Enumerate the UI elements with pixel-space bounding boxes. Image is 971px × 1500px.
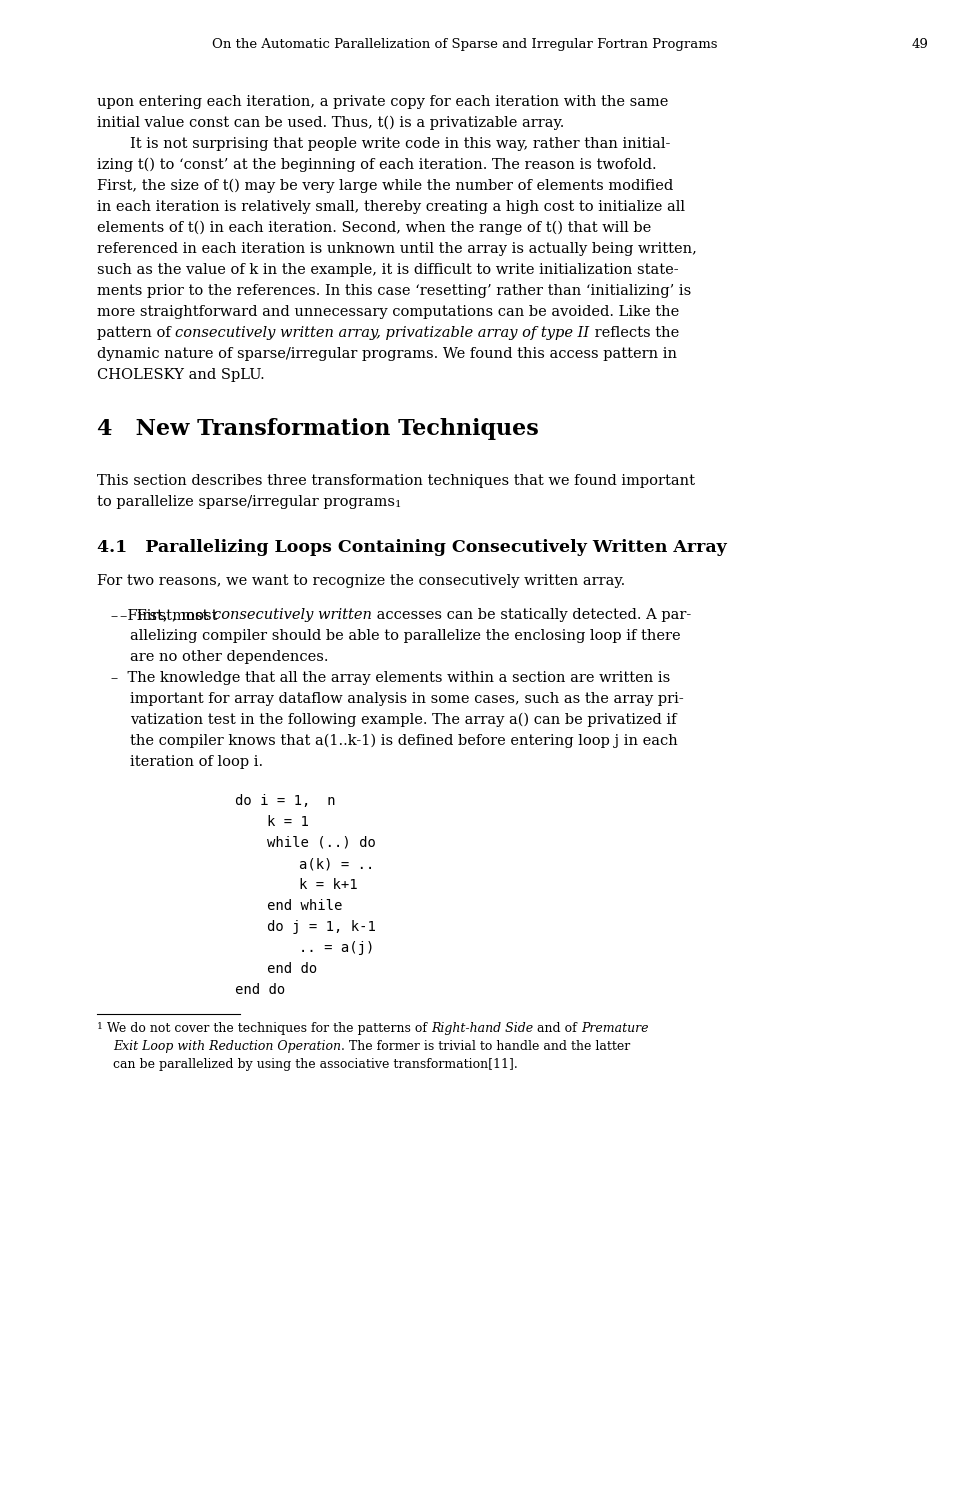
Text: in each iteration is relatively small, thereby creating a high cost to initializ: in each iteration is relatively small, t… xyxy=(97,200,685,214)
Text: important for array dataflow analysis in some cases, such as the array pri-: important for array dataflow analysis in… xyxy=(130,692,684,706)
Text: consecutively written: consecutively written xyxy=(213,608,372,622)
Text: can be parallelized by using the associative transformation[11].: can be parallelized by using the associa… xyxy=(113,1058,518,1071)
Text: k = 1: k = 1 xyxy=(267,815,309,830)
Text: more straightforward and unnecessary computations can be avoided. Like the: more straightforward and unnecessary com… xyxy=(97,304,680,320)
Text: 1: 1 xyxy=(395,500,402,508)
Text: ments prior to the references. In this case ‘resetting’ rather than ‘initializin: ments prior to the references. In this c… xyxy=(97,284,691,298)
Text: Exit Loop with Reduction Operation: Exit Loop with Reduction Operation xyxy=(113,1040,341,1053)
Text: vatization test in the following example. The array a() can be privatized if: vatization test in the following example… xyxy=(130,712,677,728)
Text: For two reasons, we want to recognize the consecutively written array.: For two reasons, we want to recognize th… xyxy=(97,574,625,588)
Text: and of: and of xyxy=(533,1022,581,1035)
Text: –  First, most: – First, most xyxy=(97,608,213,622)
Text: do i = 1,  n: do i = 1, n xyxy=(235,794,336,808)
Text: allelizing compiler should be able to parallelize the enclosing loop if there: allelizing compiler should be able to pa… xyxy=(130,628,681,644)
Text: It is not surprising that people write code in this way, rather than initial-: It is not surprising that people write c… xyxy=(130,136,670,152)
Text: 4   New Transformation Techniques: 4 New Transformation Techniques xyxy=(97,419,539,440)
Text: 1: 1 xyxy=(97,1022,103,1031)
Text: the compiler knows that a(1..k-1) is defined before entering loop j in each: the compiler knows that a(1..k-1) is def… xyxy=(130,734,678,748)
Text: iteration of loop i.: iteration of loop i. xyxy=(130,754,263,770)
Text: First, the size of t() may be very large while the number of elements modified: First, the size of t() may be very large… xyxy=(97,178,673,194)
Text: –  The knowledge that all the array elements within a section are written is: – The knowledge that all the array eleme… xyxy=(97,670,670,686)
Text: dynamic nature of sparse/irregular programs. We found this access pattern in: dynamic nature of sparse/irregular progr… xyxy=(97,346,677,362)
Text: accesses can be statically detected. A par-: accesses can be statically detected. A p… xyxy=(372,608,691,622)
Text: .. = a(j): .. = a(j) xyxy=(299,940,375,956)
Text: initial value const can be used. Thus, t() is a privatizable array.: initial value const can be used. Thus, t… xyxy=(97,116,564,130)
Text: consecutively written array, privatizable array of type II: consecutively written array, privatizabl… xyxy=(176,326,589,340)
Text: izing t() to ‘const’ at the beginning of each iteration. The reason is twofold.: izing t() to ‘const’ at the beginning of… xyxy=(97,158,656,172)
Text: On the Automatic Parallelization of Sparse and Irregular Fortran Programs: On the Automatic Parallelization of Spar… xyxy=(213,38,718,51)
Text: . The former is trivial to handle and the latter: . The former is trivial to handle and th… xyxy=(341,1040,630,1053)
Text: do j = 1, k-1: do j = 1, k-1 xyxy=(267,920,376,934)
Text: are no other dependences.: are no other dependences. xyxy=(130,650,328,664)
Text: 4.1   Parallelizing Loops Containing Consecutively Written Array: 4.1 Parallelizing Loops Containing Conse… xyxy=(97,538,726,556)
Text: while (..) do: while (..) do xyxy=(267,836,376,850)
Text: end do: end do xyxy=(267,962,318,976)
Text: a(k) = ..: a(k) = .. xyxy=(299,856,375,871)
Text: pattern of: pattern of xyxy=(97,326,176,340)
Text: k = k+1: k = k+1 xyxy=(299,878,357,892)
Text: referenced in each iteration is unknown until the array is actually being writte: referenced in each iteration is unknown … xyxy=(97,242,697,256)
Text: –  First, most: – First, most xyxy=(120,608,222,622)
Text: Right-hand Side: Right-hand Side xyxy=(431,1022,533,1035)
Text: end do: end do xyxy=(235,982,285,998)
Text: such as the value of k in the example, it is difficult to write initialization s: such as the value of k in the example, i… xyxy=(97,262,679,278)
Text: reflects the: reflects the xyxy=(589,326,679,340)
Text: CHOLESKY and SpLU.: CHOLESKY and SpLU. xyxy=(97,368,265,382)
Text: to parallelize sparse/irregular programs: to parallelize sparse/irregular programs xyxy=(97,495,395,508)
Text: Premature: Premature xyxy=(581,1022,649,1035)
Text: We do not cover the techniques for the patterns of: We do not cover the techniques for the p… xyxy=(103,1022,431,1035)
Text: end while: end while xyxy=(267,898,343,914)
Text: 49: 49 xyxy=(911,38,928,51)
Text: elements of t() in each iteration. Second, when the range of t() that will be: elements of t() in each iteration. Secon… xyxy=(97,220,652,236)
Text: This section describes three transformation techniques that we found important: This section describes three transformat… xyxy=(97,474,695,488)
Text: upon entering each iteration, a private copy for each iteration with the same: upon entering each iteration, a private … xyxy=(97,94,668,110)
